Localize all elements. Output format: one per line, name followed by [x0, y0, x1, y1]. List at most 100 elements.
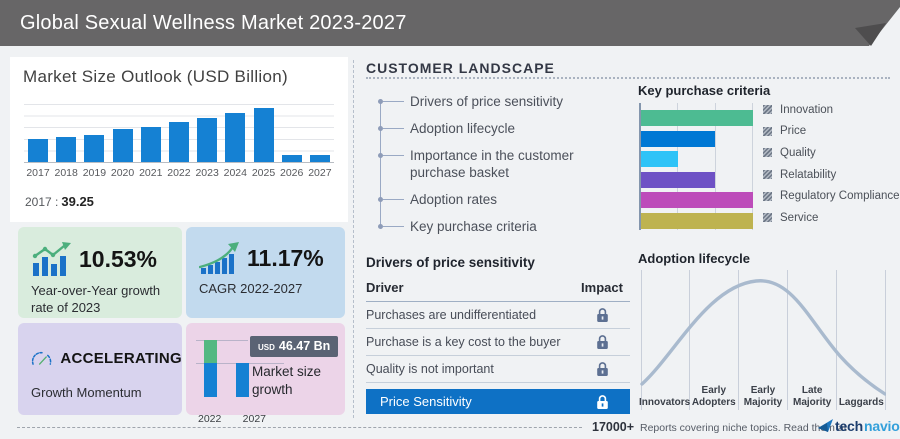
legend-item: Quality [763, 142, 900, 164]
market-size-bar [309, 154, 330, 162]
legend-marker-icon [763, 170, 772, 180]
market-size-bar [253, 108, 274, 162]
market-growth-label: Market size growth [252, 364, 322, 397]
heading-rule [366, 77, 890, 79]
footer-tagline: Reports covering niche topics. Read them… [640, 422, 847, 434]
segment-label: Early Majority [743, 385, 783, 409]
price-sensitivity-table: Driver Impact Purchases are undifferenti… [366, 277, 630, 414]
bell-curve [640, 279, 886, 396]
lock-icon [574, 361, 630, 377]
axis-year-label: 2026 [280, 167, 304, 179]
axis-year-label: 2025 [251, 167, 276, 179]
market-size-x-axis: 2017 2018 2019 2020 2021 2022 2023 2024 … [24, 167, 334, 179]
market-size-bar [281, 155, 302, 162]
axis-year-label: 2024 [223, 167, 247, 179]
yoy-growth-card: 10.53% Year-over-Year growth rate of 202… [18, 227, 182, 318]
section-divider [353, 60, 354, 418]
market-size-bar [168, 121, 189, 162]
page-fold-icon [855, 7, 900, 46]
market-size-bar [84, 135, 105, 162]
legend-marker-icon [763, 126, 772, 136]
axis-year-label: 2023 [195, 167, 219, 179]
highlight-row-label: Price Sensitivity [380, 394, 472, 409]
key-purchase-legend: Innovation Price Quality Relatability Re… [763, 99, 900, 229]
customer-landscape-list: Drivers of price sensitivity Adoption li… [366, 88, 624, 240]
axis-year-label: 2018 [54, 167, 78, 179]
segment-label: Laggards [838, 397, 884, 409]
kpc-bar [641, 171, 715, 188]
driver-cell: Purchase is a key cost to the buyer [366, 335, 561, 349]
technavio-arrow-icon [818, 419, 833, 432]
kpc-bar [641, 151, 678, 168]
lock-icon [574, 334, 630, 350]
momentum-label: Growth Momentum [31, 385, 142, 400]
logo-text-primary: tech [835, 418, 863, 434]
market-size-bar [112, 129, 133, 162]
kpc-bar [641, 110, 753, 126]
axis-year-label: 2019 [82, 167, 107, 179]
market-size-bar [56, 137, 77, 162]
list-item: Drivers of price sensitivity [366, 88, 624, 115]
logo-text-secondary: navio [864, 418, 900, 434]
customer-landscape-heading: CUSTOMER LANDSCAPE [366, 60, 555, 76]
market-size-bar [225, 113, 246, 162]
market-size-chart [24, 104, 334, 163]
kpc-bar [641, 130, 715, 147]
market-size-card: Market Size Outlook (USD Billion) 2017 2… [10, 57, 348, 222]
price-sensitivity-highlight-row: Price Sensitivity [366, 389, 630, 414]
market-size-bar [140, 126, 161, 162]
lock-icon [574, 307, 630, 323]
badge-currency: USD [258, 343, 275, 352]
market-growth-card: 2022 2027 USD 46.47 Bn Market size growt… [186, 323, 345, 425]
badge-value: 46.47 Bn [278, 339, 331, 353]
legend-marker-icon [763, 105, 772, 115]
momentum-card: ACCELERATING Growth Momentum [18, 323, 182, 415]
kpc-bar [641, 212, 753, 229]
technavio-logo[interactable]: tech navio [818, 418, 900, 434]
driver-cell: Purchases are undifferentiated [366, 308, 537, 322]
speedometer-icon [31, 351, 52, 365]
bar-chart-rising-arrow-icon [199, 242, 239, 274]
key-purchase-chart [639, 103, 753, 230]
base-year-label: 2017 : [25, 195, 59, 209]
base-year-note: 2017 :39.25 [25, 194, 94, 209]
adoption-lifecycle-labels: Innovators Early Adopters Early Majority… [639, 385, 886, 410]
legend-marker-icon [763, 148, 772, 158]
header-bar: Global Sexual Wellness Market 2023-2027 [0, 0, 900, 46]
segment-label: Late Majority [792, 385, 832, 409]
list-item: Importance in the customer purchase bask… [366, 142, 624, 186]
driver-cell: Quality is not important [366, 362, 494, 376]
legend-item: Price [763, 121, 900, 143]
momentum-value: ACCELERATING [60, 349, 182, 367]
list-item: Adoption lifecycle [366, 115, 624, 142]
axis-year-label: 2021 [139, 167, 163, 179]
list-item: Key purchase criteria [366, 213, 624, 240]
cagr-value: 11.17% [247, 244, 324, 271]
axis-year-label: 2020 [110, 167, 135, 179]
footer-report-count: 17000+ [592, 420, 635, 434]
axis-year-label: 2027 [308, 167, 332, 179]
adoption-lifecycle-chart: Innovators Early Adopters Early Majority… [639, 270, 886, 410]
price-sensitivity-heading: Drivers of price sensitivity [366, 255, 535, 270]
legend-marker-icon [763, 213, 772, 223]
mini-growth-chart-icon: 2022 2027 [196, 337, 292, 425]
market-size-bar [197, 118, 218, 162]
axis-year-label: 2022 [167, 167, 191, 179]
list-item: Adoption rates [366, 186, 624, 213]
bar-chart-zigzag-arrow-icon [32, 242, 71, 276]
table-row: Purchases are undifferentiated [366, 302, 630, 329]
cagr-label: CAGR 2022-2027 [199, 281, 303, 296]
segment-label: Early Adopters [691, 385, 736, 409]
mini-chart-year: 2027 [242, 413, 266, 425]
legend-item: Regulatory Compliance [763, 185, 900, 207]
mini-chart-year: 2022 [198, 413, 222, 425]
legend-item: Innovation [763, 99, 900, 121]
yoy-growth-label: Year-over-Year growth rate of 2023 [31, 283, 161, 315]
market-size-bar [28, 139, 48, 162]
footer-divider [17, 427, 582, 428]
page-title: Global Sexual Wellness Market 2023-2027 [20, 12, 407, 34]
driver-column-header: Driver [366, 280, 404, 295]
legend-item: Service [763, 207, 900, 229]
yoy-growth-value: 10.53% [79, 245, 158, 272]
lock-icon [574, 394, 630, 410]
